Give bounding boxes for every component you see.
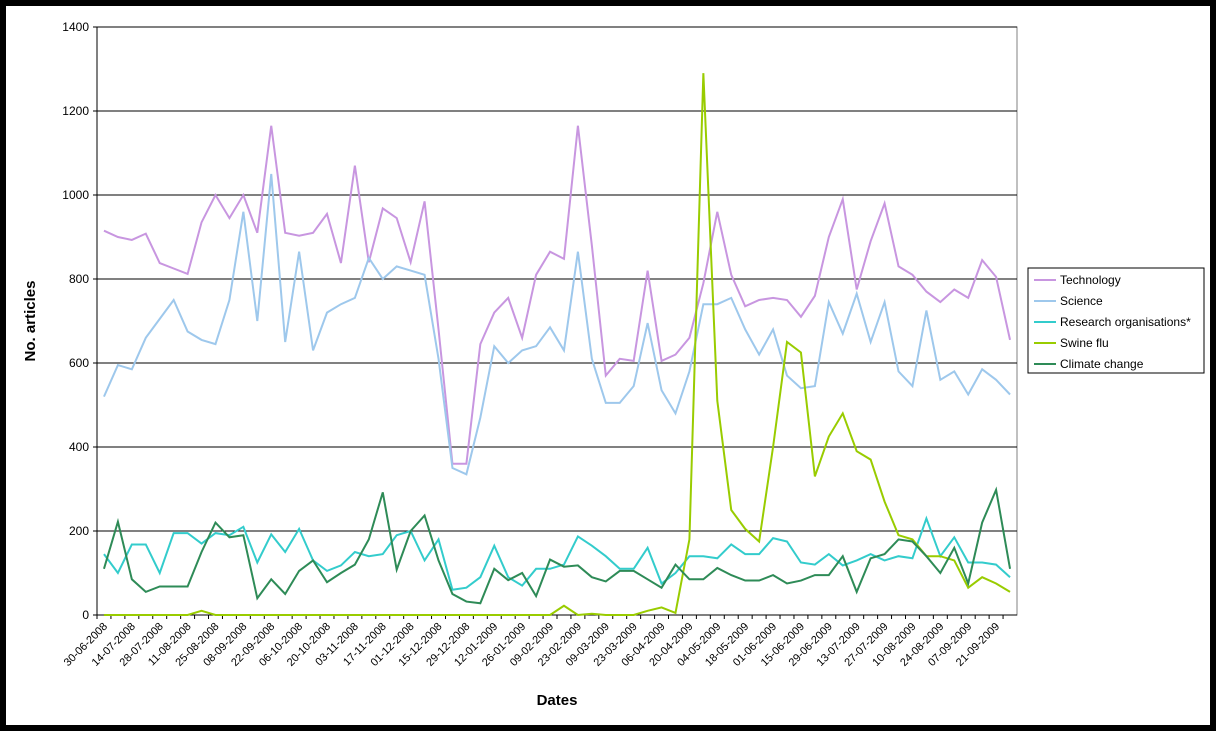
legend xyxy=(1027,267,1205,374)
y-tick-label: 400 xyxy=(69,440,89,454)
legend-label: Swine flu xyxy=(1060,336,1109,350)
y-tick-label: 0 xyxy=(82,608,89,622)
y-tick-label: 800 xyxy=(69,272,89,286)
series-line xyxy=(103,173,1011,476)
legend-label: Research organisations* xyxy=(1060,315,1191,329)
series-line xyxy=(103,486,1012,605)
series-line xyxy=(103,73,1011,617)
legend-label: Science xyxy=(1060,294,1103,308)
y-tick-label: 600 xyxy=(69,356,89,370)
y-tick-label: 1200 xyxy=(62,104,89,118)
series-line xyxy=(103,515,1011,591)
series-line xyxy=(103,125,1012,465)
x-axis-title: Dates xyxy=(537,692,578,709)
y-tick-label: 1000 xyxy=(62,188,89,202)
y-axis-title: No. articles xyxy=(22,281,39,362)
y-tick-label: 200 xyxy=(69,524,89,538)
y-tick-label: 1400 xyxy=(62,20,89,34)
legend-label: Technology xyxy=(1060,273,1121,287)
legend-label: Climate change xyxy=(1060,357,1144,371)
